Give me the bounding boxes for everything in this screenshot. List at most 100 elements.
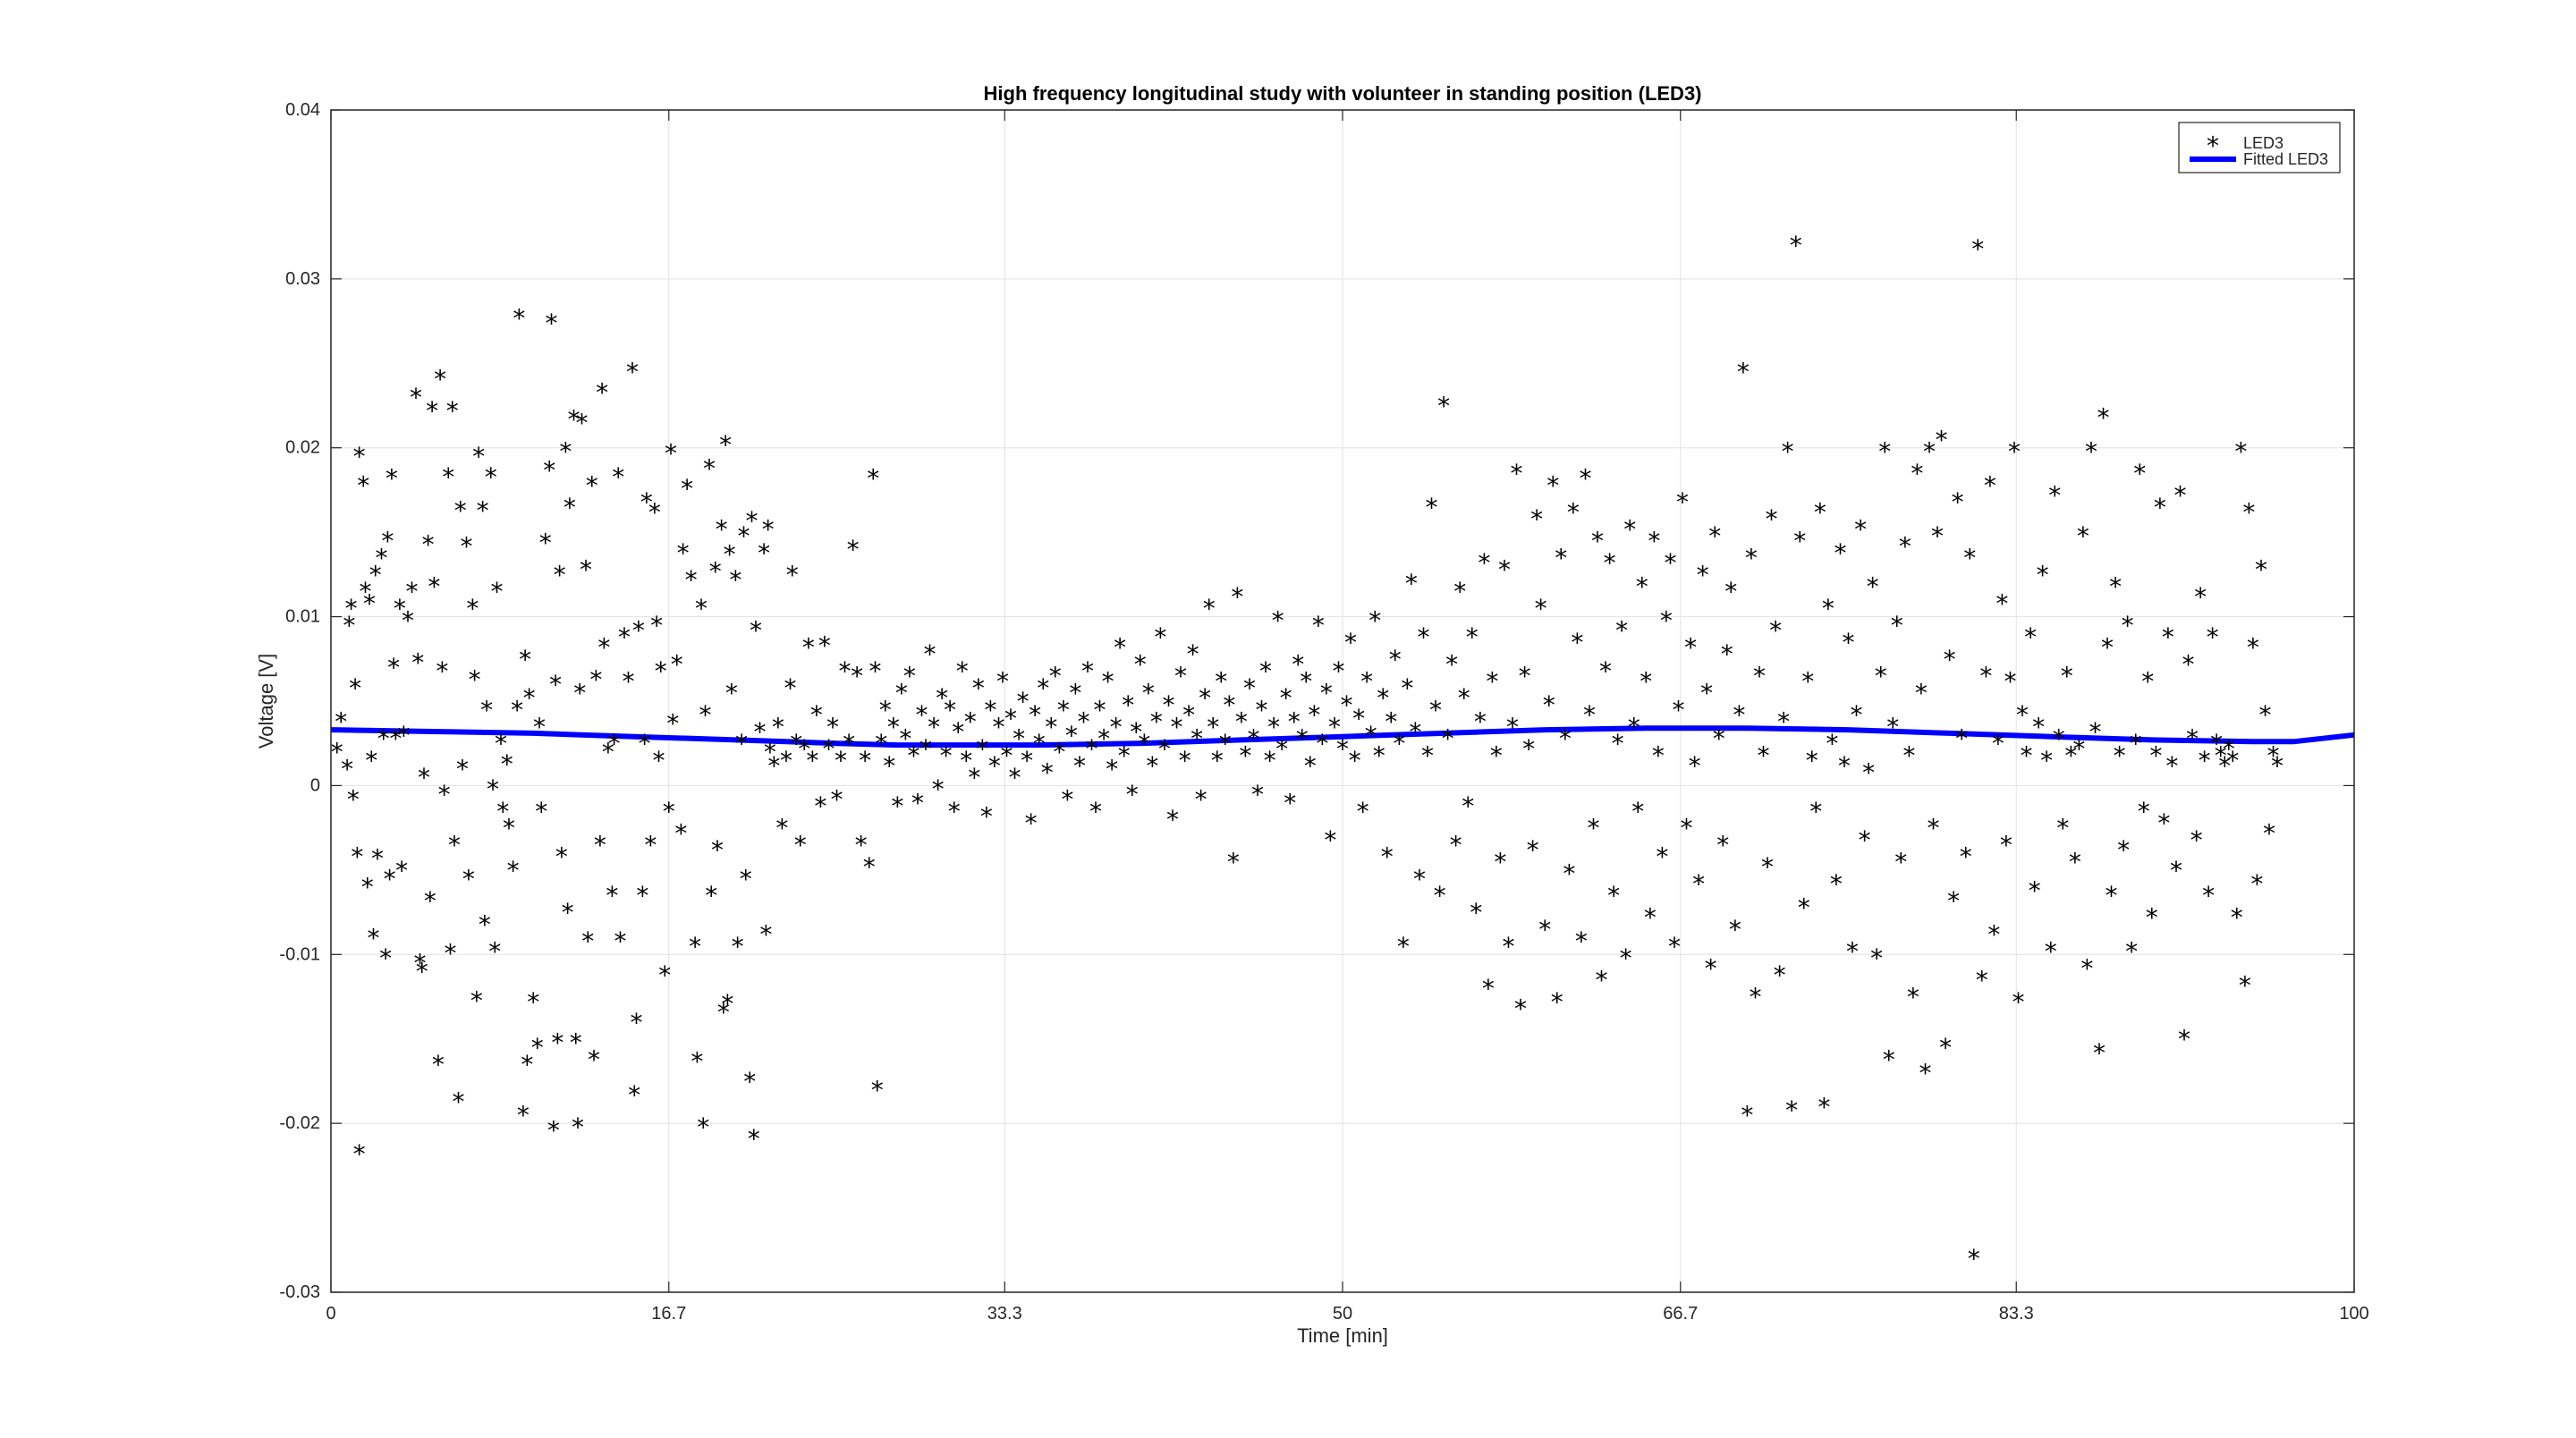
scatter-point: * xyxy=(2117,835,2130,865)
scatter-point: * xyxy=(822,734,835,764)
scatter-point: * xyxy=(363,588,376,618)
scatter-point: * xyxy=(1389,645,1402,674)
scatter-point: * xyxy=(335,707,347,737)
scatter-point: * xyxy=(1437,392,1450,421)
scatter-point: * xyxy=(743,1067,756,1096)
scatter-point: * xyxy=(1575,926,1588,956)
y-tick-label: -0.01 xyxy=(279,944,320,964)
scatter-point: * xyxy=(1458,683,1470,713)
scatter-point: * xyxy=(490,577,503,606)
scatter-point: * xyxy=(570,1028,582,1057)
scatter-point: * xyxy=(1886,712,1899,741)
scatter-point: * xyxy=(519,645,531,674)
scatter-point: * xyxy=(1275,734,1288,764)
scatter-point: * xyxy=(758,538,770,568)
legend: * LED3 Fitted LED3 xyxy=(2178,122,2341,173)
scatter-point: * xyxy=(2247,633,2259,663)
scatter-point: * xyxy=(428,572,440,602)
scatter-point: * xyxy=(594,831,606,860)
scatter-point: * xyxy=(703,453,716,483)
scatter-point: * xyxy=(1862,757,1875,787)
scatter-point: * xyxy=(1745,543,1758,572)
scatter-point: * xyxy=(523,683,536,713)
scatter-point: * xyxy=(916,700,928,730)
scatter-point: * xyxy=(1971,234,1984,264)
scatter-point: * xyxy=(984,695,996,724)
scatter-point: * xyxy=(1215,666,1227,696)
scatter-point: * xyxy=(1320,679,1333,708)
scatter-point: * xyxy=(1721,639,1733,669)
scatter-point: * xyxy=(1154,622,1166,652)
scatter-point: * xyxy=(1138,729,1150,758)
scatter-point: * xyxy=(1571,628,1583,657)
scatter-point: * xyxy=(477,496,489,526)
scatter-point: * xyxy=(1227,847,1240,876)
scatter-point: * xyxy=(1146,751,1158,781)
scatter-point: * xyxy=(2186,724,2199,754)
scatter-point: * xyxy=(681,474,693,503)
scatter-point: * xyxy=(1859,825,1871,855)
scatter-point: * xyxy=(1843,628,1855,657)
scatter-point: * xyxy=(513,303,525,333)
scatter-point: * xyxy=(650,611,663,640)
scatter-point: * xyxy=(1259,656,1272,686)
scatter-point: * xyxy=(1676,487,1689,517)
scatter-point: * xyxy=(1207,712,1219,741)
scatter-point: * xyxy=(1834,538,1846,568)
scatter-point: * xyxy=(919,734,932,764)
scatter-point: * xyxy=(1631,797,1644,826)
scatter-point: * xyxy=(2012,987,2025,1017)
scatter-point: * xyxy=(1001,740,1013,770)
scatter-point: * xyxy=(1689,751,1701,781)
scatter-point: * xyxy=(903,662,916,691)
scatter-point: * xyxy=(1486,666,1498,696)
scatter-point: * xyxy=(2114,740,2126,770)
scatter-point: * xyxy=(1785,1095,1798,1125)
y-tick-label: 0.01 xyxy=(285,607,320,627)
scatter-point: * xyxy=(1102,666,1114,696)
scatter-point: * xyxy=(1963,543,1976,572)
scatter-point: * xyxy=(639,729,651,758)
scatter-point: * xyxy=(1984,470,1996,500)
scatter-point: * xyxy=(767,751,780,781)
axis-ticks: 0 16.7 33.3 50 66.7 83.3 100 -0.03 -0.02 -0.01 0 0.… xyxy=(279,100,2368,1324)
scatter-point: * xyxy=(729,565,741,595)
scatter-point: * xyxy=(461,531,473,561)
scatter-point: * xyxy=(381,527,394,556)
scatter-point: * xyxy=(2106,881,2118,910)
scatter-point: * xyxy=(818,631,831,661)
scatter-point: * xyxy=(1636,572,1648,602)
scatter-point: * xyxy=(1716,831,1729,860)
scatter-point: * xyxy=(379,943,392,973)
scatter-point: * xyxy=(928,712,940,741)
scatter-point: * xyxy=(353,1139,366,1169)
x-tick-label: 50 xyxy=(1333,1304,1352,1324)
scatter-point: * xyxy=(453,1087,465,1117)
scatter-point: * xyxy=(551,1028,564,1057)
scatter-point: * xyxy=(1944,645,1956,674)
scatter-point: * xyxy=(581,926,594,956)
scatter-point: * xyxy=(2165,751,2178,781)
scatter-point: * xyxy=(1037,673,1049,703)
scatter-point: * xyxy=(1498,555,1511,585)
x-tick-label: 33.3 xyxy=(987,1304,1022,1324)
scatter-point: * xyxy=(810,700,823,730)
legend-entry-fitted-led3: Fitted LED3 xyxy=(2243,150,2328,168)
scatter-point: * xyxy=(1992,729,2004,758)
scatter-point: * xyxy=(1429,695,1442,724)
scatter-point: * xyxy=(1478,548,1490,578)
scatter-point: * xyxy=(2072,734,2085,764)
scatter-point: * xyxy=(1203,594,1216,623)
scatter-point: * xyxy=(1931,521,1944,551)
scatter-point: * xyxy=(2138,797,2150,826)
scatter-point: * xyxy=(1288,707,1301,737)
scatter-point: * xyxy=(448,831,461,860)
scatter-point: * xyxy=(2190,825,2203,855)
scatter-point: * xyxy=(764,738,776,767)
scatter-point: * xyxy=(2255,555,2267,585)
scatter-point: * xyxy=(1292,649,1304,679)
scatter-point: * xyxy=(1870,943,1883,973)
scatter-point: * xyxy=(1559,724,1572,754)
scatter-point: * xyxy=(750,616,762,646)
scatter-point: * xyxy=(685,565,698,595)
